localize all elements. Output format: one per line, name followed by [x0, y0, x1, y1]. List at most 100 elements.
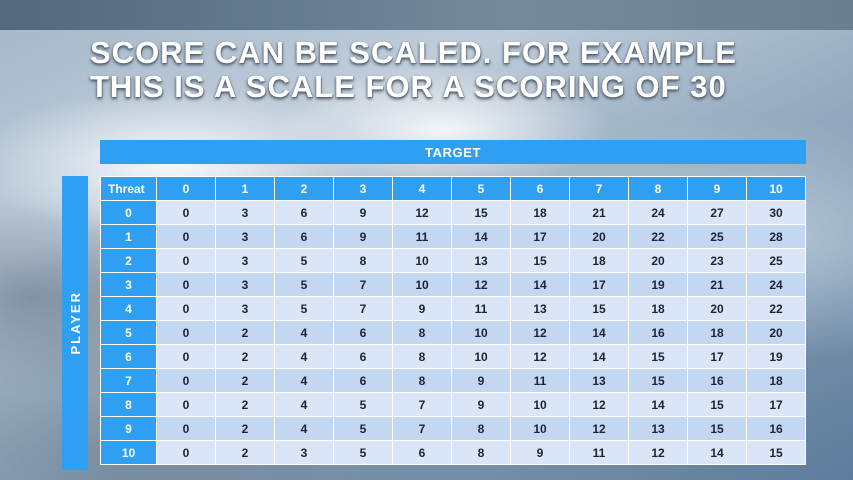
score-cell: 10 [392, 248, 452, 273]
score-cell: 10 [451, 344, 511, 369]
score-cell: 5 [333, 416, 393, 441]
score-cell: 2 [215, 392, 275, 417]
score-cell: 18 [628, 296, 688, 321]
score-cell: 17 [746, 392, 806, 417]
score-cell: 2 [215, 368, 275, 393]
score-cell: 25 [687, 224, 747, 249]
score-cell: 20 [746, 320, 806, 345]
score-cell: 22 [628, 224, 688, 249]
score-cell: 0 [156, 368, 216, 393]
score-cell: 10 [510, 392, 570, 417]
page-title: SCORE CAN BE SCALED. FOR EXAMPLE THIS IS… [90, 36, 737, 104]
target-col-header: 7 [569, 176, 629, 201]
target-col-header: 2 [274, 176, 334, 201]
score-cell: 4 [274, 368, 334, 393]
score-cell: 0 [156, 224, 216, 249]
score-cell: 9 [510, 440, 570, 465]
score-cell: 7 [392, 392, 452, 417]
score-cell: 8 [392, 344, 452, 369]
score-cell: 6 [274, 200, 334, 225]
score-cell: 14 [687, 440, 747, 465]
score-cell: 10 [451, 320, 511, 345]
score-cell: 5 [333, 392, 393, 417]
score-cell: 9 [392, 296, 452, 321]
score-cell: 11 [569, 440, 629, 465]
score-cell: 21 [687, 272, 747, 297]
score-cell: 15 [746, 440, 806, 465]
table-row: 6 0 2 4 6 8 10 12 14 15 17 19 [100, 344, 806, 369]
score-cell: 15 [569, 296, 629, 321]
score-cell: 0 [156, 392, 216, 417]
player-row-label: 6 [100, 344, 157, 369]
player-header-label: PLAYER [67, 291, 83, 355]
target-col-header: 1 [215, 176, 275, 201]
score-cell: 18 [746, 368, 806, 393]
score-cell: 8 [333, 248, 393, 273]
player-row-label: 10 [100, 440, 157, 465]
score-cell: 18 [687, 320, 747, 345]
score-cell: 15 [451, 200, 511, 225]
score-cell: 3 [215, 248, 275, 273]
score-cell: 22 [746, 296, 806, 321]
score-cell: 11 [392, 224, 452, 249]
score-cell: 0 [156, 248, 216, 273]
table-row: 10 0 2 3 5 6 8 9 11 12 14 15 [100, 440, 806, 465]
score-cell: 4 [274, 416, 334, 441]
score-cell: 0 [156, 296, 216, 321]
score-cell: 20 [628, 248, 688, 273]
title-line-2: THIS IS A SCALE FOR A SCORING OF 30 [90, 69, 727, 104]
score-cell: 13 [451, 248, 511, 273]
score-cell: 14 [569, 344, 629, 369]
table-row: 5 0 2 4 6 8 10 12 14 16 18 20 [100, 320, 806, 345]
score-cell: 15 [628, 368, 688, 393]
score-cell: 14 [451, 224, 511, 249]
score-cell: 6 [333, 320, 393, 345]
score-cell: 3 [215, 224, 275, 249]
player-row-label: 0 [100, 200, 157, 225]
score-cell: 12 [569, 416, 629, 441]
threat-label: Threat [100, 176, 157, 201]
score-cell: 12 [451, 272, 511, 297]
target-col-header: 5 [451, 176, 511, 201]
table-row: 8 0 2 4 5 7 9 10 12 14 15 17 [100, 392, 806, 417]
score-cell: 20 [687, 296, 747, 321]
score-cell: 17 [687, 344, 747, 369]
table-row: 9 0 2 4 5 7 8 10 12 13 15 16 [100, 416, 806, 441]
score-cell: 19 [746, 344, 806, 369]
score-cell: 14 [569, 320, 629, 345]
score-table: Threat 0 1 2 3 4 5 6 7 8 9 10 0 0 3 6 9 12 15 18 21 24 27 30 1 0… [100, 176, 806, 465]
score-cell: 6 [274, 224, 334, 249]
score-cell: 16 [628, 320, 688, 345]
score-cell: 19 [628, 272, 688, 297]
score-cell: 6 [333, 344, 393, 369]
target-col-header: 0 [156, 176, 216, 201]
score-table-body: 0 0 3 6 9 12 15 18 21 24 27 30 1 0 3 6 9 11 14 17 20 22 25 28 2 0… [100, 200, 806, 465]
score-cell: 30 [746, 200, 806, 225]
score-cell: 20 [569, 224, 629, 249]
score-cell: 12 [510, 344, 570, 369]
score-cell: 10 [392, 272, 452, 297]
table-row: 2 0 3 5 8 10 13 15 18 20 23 25 [100, 248, 806, 273]
score-cell: 4 [274, 344, 334, 369]
target-col-header: 8 [628, 176, 688, 201]
target-col-header: 6 [510, 176, 570, 201]
score-cell: 2 [215, 416, 275, 441]
score-cell: 8 [451, 416, 511, 441]
score-cell: 14 [628, 392, 688, 417]
player-row-label: 8 [100, 392, 157, 417]
score-cell: 9 [333, 200, 393, 225]
score-cell: 9 [333, 224, 393, 249]
table-row: 4 0 3 5 7 9 11 13 15 18 20 22 [100, 296, 806, 321]
top-strip [0, 0, 853, 30]
score-cell: 27 [687, 200, 747, 225]
player-row-label: 1 [100, 224, 157, 249]
threat-header-row: Threat 0 1 2 3 4 5 6 7 8 9 10 [100, 176, 806, 201]
score-cell: 5 [274, 248, 334, 273]
score-cell: 0 [156, 440, 216, 465]
score-cell: 7 [392, 416, 452, 441]
score-cell: 3 [215, 200, 275, 225]
score-cell: 18 [510, 200, 570, 225]
score-cell: 9 [451, 368, 511, 393]
player-row-label: 9 [100, 416, 157, 441]
